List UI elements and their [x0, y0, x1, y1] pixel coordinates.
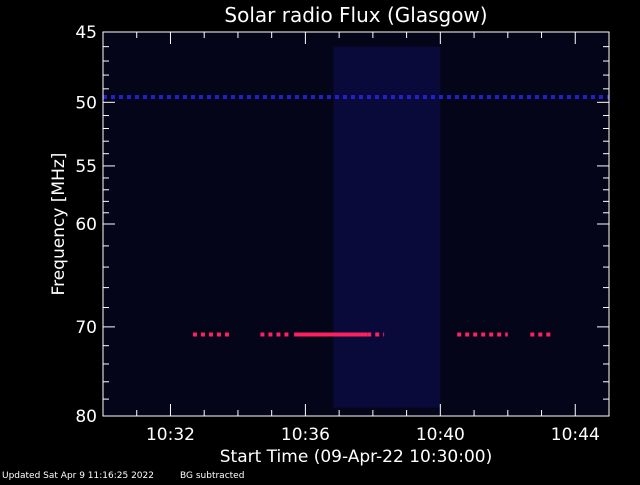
y-tick-label: 45 [75, 23, 97, 43]
x-tick-label: 10:32 [146, 425, 195, 445]
y-axis-label: Frequency [MHz] [49, 153, 69, 296]
x-tick-label: 10:36 [281, 425, 330, 445]
x-axis: 10:32 10:36 10:40 10:44 [136, 32, 600, 445]
y-tick-label: 70 [75, 318, 97, 338]
x-tick-label: 10:44 [551, 425, 600, 445]
y-axis: 45 50 55 60 70 80 [75, 23, 609, 427]
spectrum-features [103, 46, 609, 408]
chart-title: Solar radio Flux (Glasgow) [224, 3, 487, 27]
x-tick-label: 10:40 [416, 425, 465, 445]
y-tick-label: 50 [75, 93, 97, 113]
footer-updated: Updated Sat Apr 9 11:16:25 2022 [2, 471, 154, 480]
y-tick-label: 55 [75, 157, 97, 177]
background-emission-band [333, 46, 441, 408]
x-axis-label: Start Time (09-Apr-22 10:30:00) [220, 447, 492, 467]
footer-bg-subtracted: BG subtracted [180, 471, 244, 480]
y-tick-label: 60 [75, 215, 97, 235]
y-tick-label: 80 [75, 407, 97, 427]
